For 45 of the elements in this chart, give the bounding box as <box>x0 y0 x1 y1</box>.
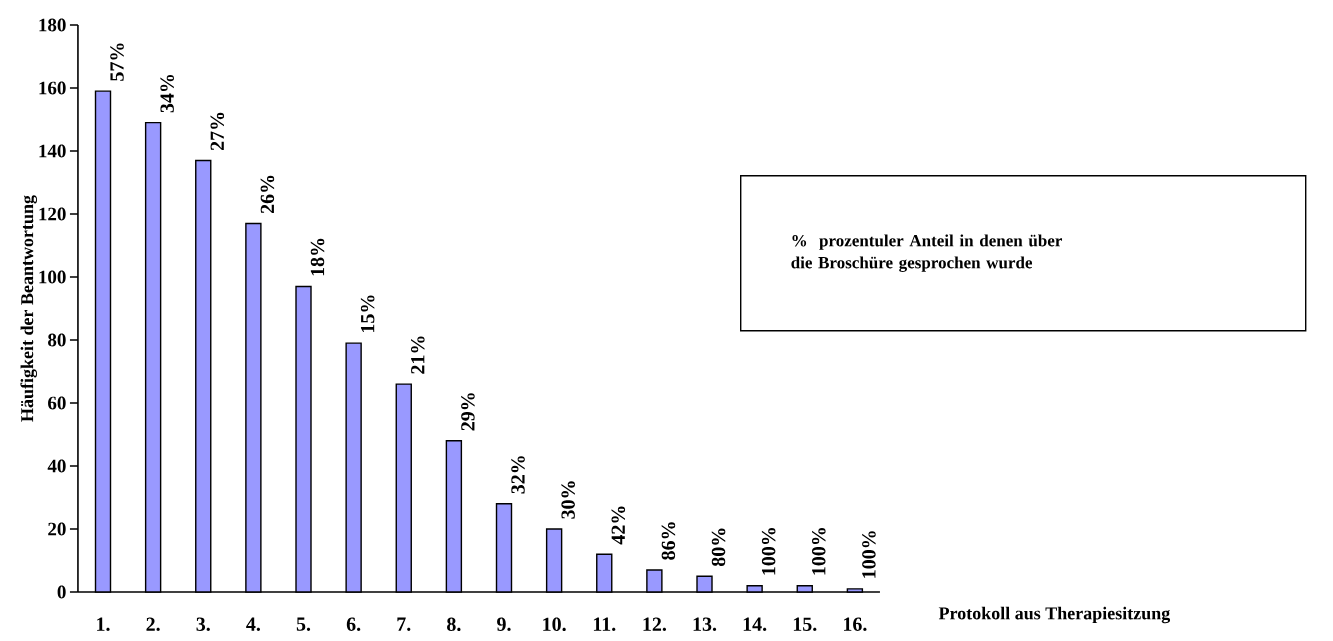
x-tick-label: 3. <box>196 617 210 632</box>
x-tick-label: 11. <box>593 617 616 632</box>
annotation: 100% <box>812 528 826 575</box>
y-tick-label: 0 <box>57 585 66 599</box>
x-tick-label: 14. <box>743 617 767 632</box>
x-tick-label: 15. <box>793 617 817 632</box>
y-tick-label: 60 <box>48 396 66 410</box>
y-tick-label: 120 <box>39 207 66 221</box>
annotation: 18% <box>310 238 325 276</box>
annotation: 32% <box>511 456 525 494</box>
annotation: 21% <box>411 336 425 374</box>
annotation: 30% <box>561 481 575 519</box>
annotation: 15% <box>360 295 375 333</box>
annotation: 80% <box>711 528 726 567</box>
x-tick-label: 5. <box>296 617 311 631</box>
x-tick-label: 9. <box>497 617 511 632</box>
y-tick-label: 80 <box>48 333 66 347</box>
y-tick-label: 100 <box>39 270 66 284</box>
y-tick-label: 140 <box>39 144 66 158</box>
x-tick-label: 2. <box>146 617 160 632</box>
x-tick-label: 8. <box>447 617 461 632</box>
x-tick-label: 16. <box>843 617 867 632</box>
annotation: 42% <box>611 506 626 545</box>
x-tick-label: 13. <box>693 617 717 632</box>
x-tick-label: 6. <box>346 617 361 632</box>
y-tick-label: 160 <box>39 81 66 95</box>
x-tick-label: 12. <box>643 617 667 632</box>
y-tick-label: 180 <box>39 18 66 32</box>
x-axis-title: Protokoll aus Therapiesitzung <box>938 606 1171 624</box>
annotation: 100% <box>761 528 776 575</box>
annotation: % prozentuler Anteil in denen über die Broschüre gesprochen wurde <box>791 234 1063 272</box>
x-tick-label: 1. <box>97 617 110 632</box>
y-tick-label: 40 <box>47 459 66 473</box>
x-tick-label: 7. <box>397 617 411 631</box>
annotation: 27% <box>210 112 225 151</box>
y-axis-title: Häufigkeit der Beantwortung <box>20 195 38 422</box>
annotation: 86% <box>661 522 676 560</box>
annotation: 34% <box>160 75 174 113</box>
annotation: 100% <box>862 531 876 578</box>
annotation: 29% <box>461 393 475 431</box>
annotation: 26% <box>260 175 275 214</box>
x-tick-label: 4. <box>246 617 261 631</box>
annotation: 57% <box>110 43 124 81</box>
x-tick-label: 10. <box>543 617 566 632</box>
y-tick-label: 20 <box>48 522 66 536</box>
